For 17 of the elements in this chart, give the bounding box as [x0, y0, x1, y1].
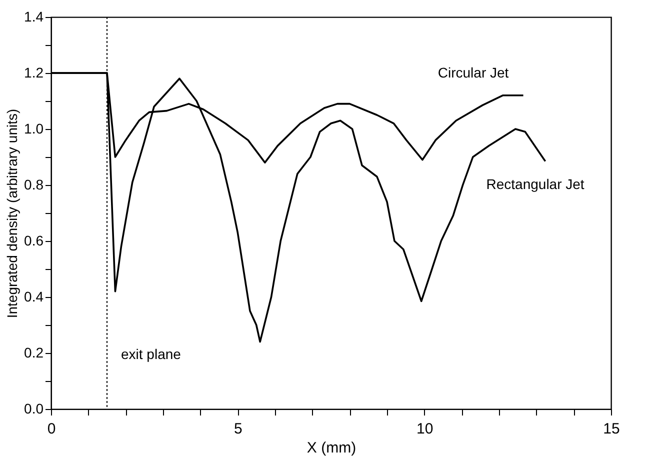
series-label: Circular Jet [438, 64, 509, 80]
y-tick-label: 0.8 [24, 176, 44, 192]
y-tick-label: 1.4 [24, 8, 44, 24]
y-tick-label: 0.0 [24, 400, 44, 416]
y-tick-label: 0.4 [24, 288, 44, 304]
x-tick-label: 10 [416, 420, 434, 438]
y-tick-label: 0.2 [24, 344, 44, 360]
x-tick-label: 5 [234, 420, 242, 438]
x-tick-label: 15 [603, 420, 620, 438]
y-tick-label: 1.0 [24, 120, 44, 136]
y-tick-label: 0.6 [24, 232, 44, 248]
series-label: Rectangular Jet [486, 176, 584, 192]
ref-line-label: exit plane [121, 346, 182, 362]
x-tick-label: 0 [47, 420, 56, 438]
x-axis-title: X (mm) [306, 440, 356, 456]
y-axis-title: Integrated density (arbitrary units) [4, 108, 20, 318]
y-tick-label: 1.2 [24, 64, 44, 80]
